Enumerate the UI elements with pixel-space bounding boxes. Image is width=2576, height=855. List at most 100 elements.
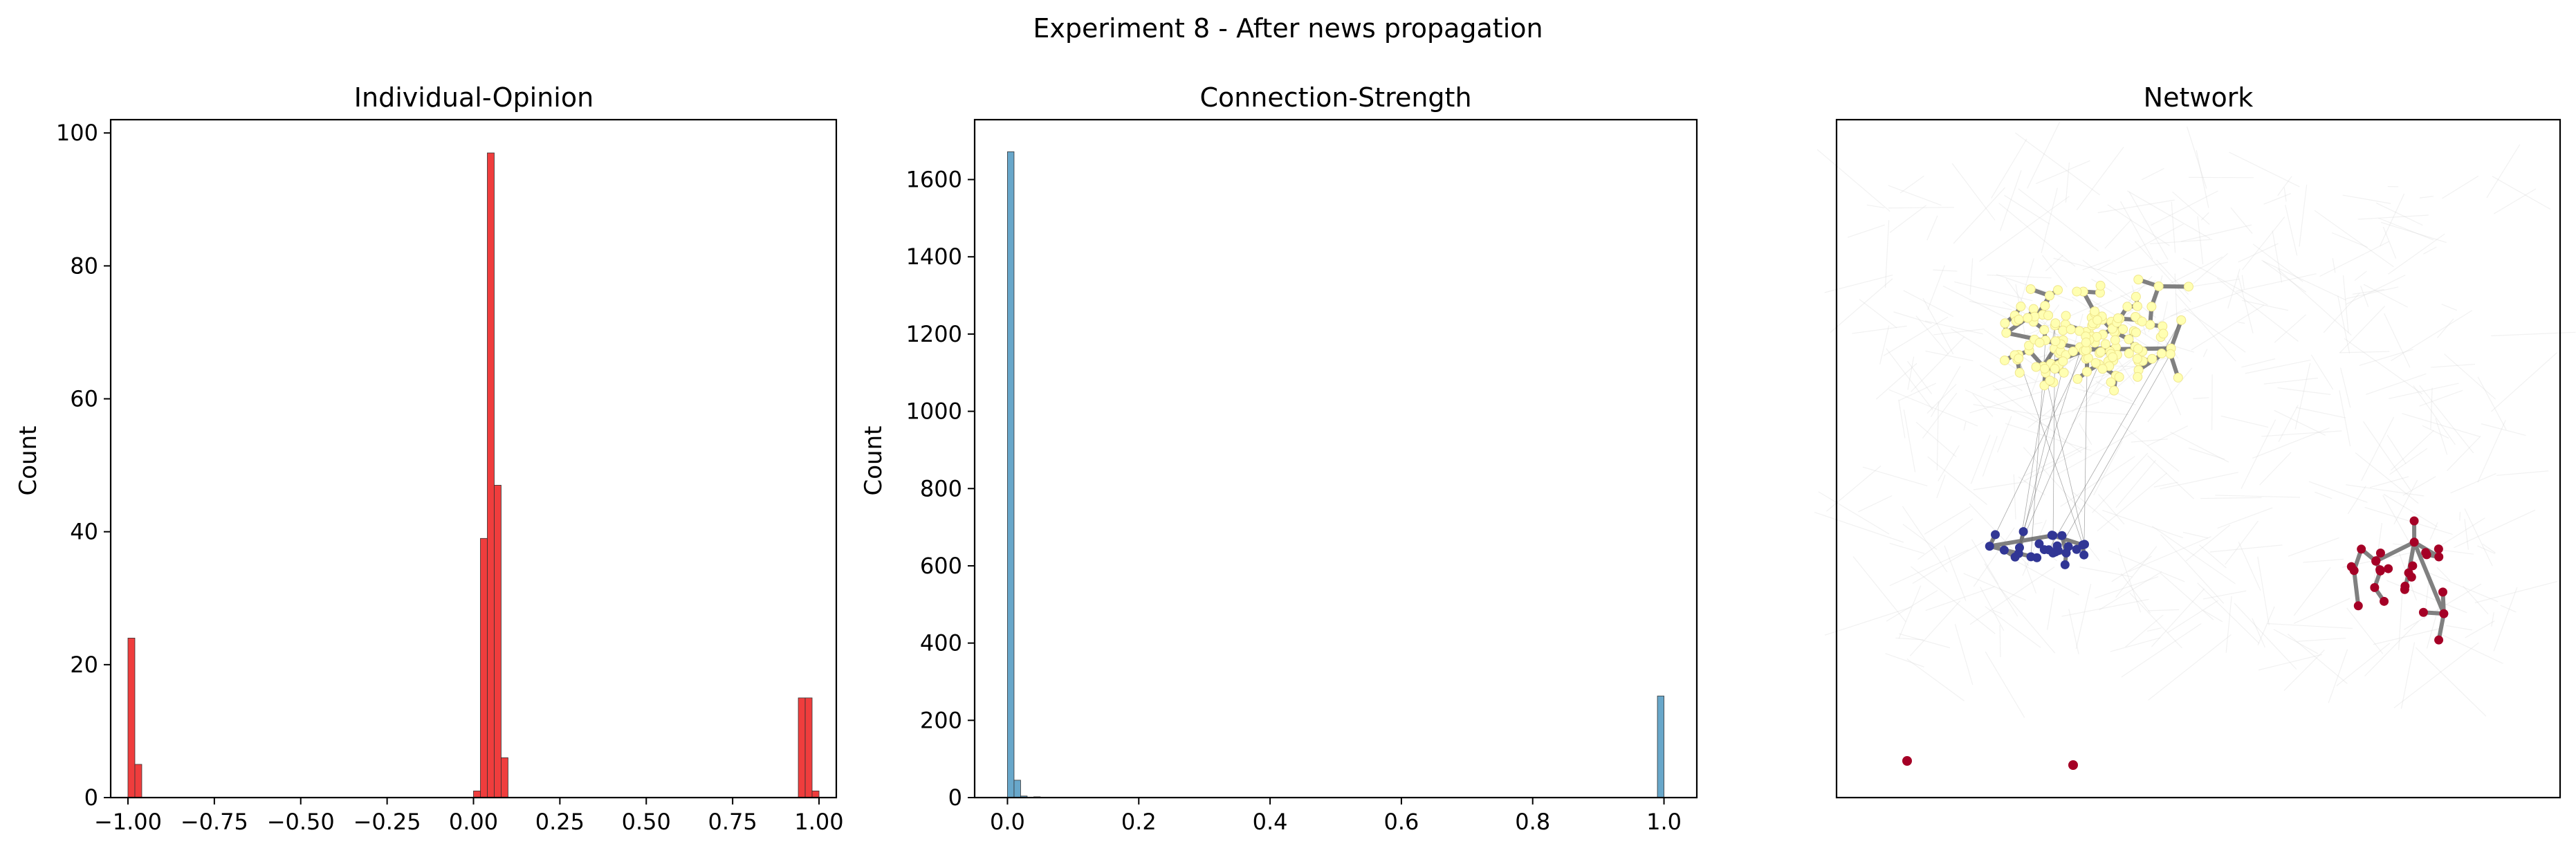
network-weak-edge [1922, 297, 1954, 355]
network-weak-edge [2015, 132, 2100, 196]
network-weak-edge [2337, 295, 2350, 353]
network-weak-edge [2160, 472, 2238, 490]
network-node-red [2409, 537, 2419, 547]
opinion-chart-title: Individual-Opinion [354, 82, 594, 113]
network-weak-edge [1907, 356, 1915, 390]
network-weak-edge [2444, 353, 2496, 400]
network-weak-edge [2378, 217, 2434, 241]
network-weak-edge [2375, 202, 2423, 226]
network-node-blue [1999, 545, 2009, 555]
network-weak-edge [2474, 580, 2558, 603]
network-node-red [2408, 561, 2418, 571]
network-weak-edge [2419, 389, 2463, 407]
network-weak-edge [2252, 618, 2265, 648]
opinion-bar [134, 764, 142, 798]
network-weak-edge [2125, 614, 2164, 647]
network-node-red [2434, 544, 2443, 554]
network-weak-edge [2024, 562, 2037, 594]
opinion-x-tick-label: 0.75 [708, 809, 757, 835]
network-weak-edge [2402, 476, 2436, 496]
network-weak-edge [2023, 445, 2088, 481]
network-weak-edge [2364, 506, 2453, 535]
network-node-yellow [2066, 324, 2076, 335]
network-weak-edge [1972, 394, 1994, 417]
network-weak-edge [2491, 331, 2576, 337]
network-edge-red [2373, 540, 2417, 564]
network-weak-edge [2344, 338, 2422, 395]
network-weak-edge [2245, 359, 2311, 374]
strength-bar [1657, 695, 1664, 798]
network-weak-edge [2220, 415, 2269, 428]
strength-x-tick-label: 0.8 [1515, 809, 1550, 835]
network-weak-edge [1915, 421, 1957, 457]
network-weak-edge [2477, 545, 2496, 554]
network-node-blue [2039, 545, 2049, 555]
network-weak-edge [1954, 281, 2033, 302]
network-weak-edge [2486, 144, 2521, 199]
network-node-yellow [2050, 318, 2061, 329]
network-weak-edge [2347, 486, 2366, 515]
network-node-yellow [2133, 344, 2144, 354]
network-node-yellow [2001, 328, 2012, 338]
network-weak-edge [2153, 481, 2178, 488]
network-node-yellow [2000, 355, 2010, 365]
network-weak-edge [1902, 524, 1938, 550]
network-weak-edge [1907, 360, 1933, 394]
network-weak-edge [2366, 373, 2427, 395]
network-weak-edge [2342, 275, 2349, 333]
network-weak-edge [1998, 203, 2076, 267]
network-node-blue [2080, 540, 2090, 549]
network-weak-edge [1963, 573, 2026, 601]
network-node-yellow [2043, 310, 2054, 320]
network-weak-edge [1997, 416, 2012, 453]
network-node-yellow [2024, 340, 2034, 351]
network-weak-edge [2148, 634, 2232, 701]
network-weak-edge [2435, 418, 2448, 455]
network-weak-edge [2197, 216, 2204, 265]
network-weak-edge [1980, 365, 2023, 392]
network-weak-edge [1912, 541, 1984, 584]
network-node-yellow [2133, 371, 2143, 382]
network-weak-edge [2363, 421, 2411, 490]
network-weak-edge [2258, 654, 2323, 671]
network-weak-edge [2442, 175, 2479, 199]
strength-chart-title: Connection-Strength [1199, 82, 1471, 113]
network-weak-edge [2197, 582, 2260, 644]
network-weak-edge [2252, 243, 2303, 282]
network-node-yellow [2095, 280, 2106, 291]
network-weak-edge [2068, 609, 2079, 654]
network-weak-edge [2294, 362, 2311, 430]
network-weak-edge [2296, 407, 2346, 419]
network-weak-edge [1883, 316, 1949, 356]
network-node-red [2370, 582, 2380, 592]
network-weak-edge [2263, 193, 2292, 205]
network-weak-edge [2464, 519, 2469, 550]
network-weak-edge [2346, 286, 2399, 300]
network-weak-edge [2115, 546, 2158, 598]
strength-plot-frame [973, 118, 1698, 799]
network-weak-edge [2496, 470, 2549, 476]
network-weak-edge [2481, 423, 2526, 436]
network-weak-edge [2277, 268, 2352, 336]
network-weak-edge [2241, 419, 2276, 489]
network-weak-edge [2354, 270, 2367, 281]
network-weak-edge [2342, 194, 2391, 204]
opinion-x-tick-label: 0.50 [622, 809, 671, 835]
network-weak-edge [1999, 170, 2022, 231]
network-node-red [2371, 556, 2381, 566]
network-node-yellow [2050, 336, 2061, 347]
network-weak-edge [2241, 358, 2276, 368]
opinion-x-tick-label: 1.00 [794, 809, 843, 835]
network-weak-edge [1826, 466, 1882, 512]
network-weak-edge [2151, 526, 2236, 585]
network-node-red-isolated [1902, 756, 1912, 766]
network-node-yellow [2044, 291, 2054, 301]
network-weak-edge [2082, 259, 2157, 318]
network-weak-edge [2259, 452, 2292, 486]
strength-y-tick-label: 1600 [906, 167, 962, 193]
network-weak-edge [2328, 649, 2348, 704]
network-weak-edge [2045, 255, 2063, 272]
network-weak-edge [2079, 423, 2092, 445]
network-weak-edge [1925, 350, 1974, 362]
network-weak-edge [2118, 422, 2180, 472]
